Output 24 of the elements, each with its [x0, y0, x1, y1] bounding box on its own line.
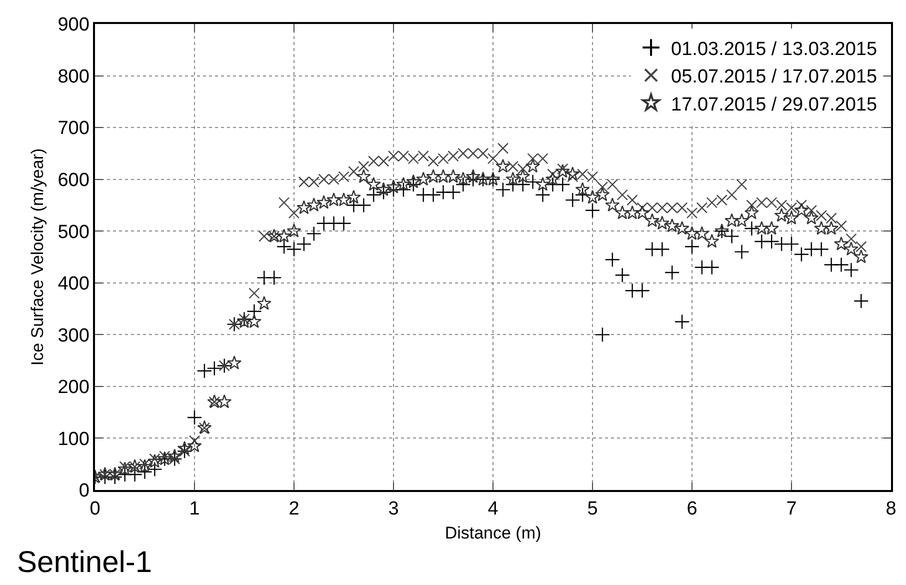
- x-tick-label: 5: [587, 498, 598, 520]
- text: Sentinel-1: [17, 546, 152, 579]
- y-tick-label: 700: [58, 118, 90, 140]
- x-tick-label: 2: [288, 498, 300, 520]
- legend-label: 05.07.2015 / 17.07.2015: [671, 66, 878, 88]
- x-axis-title: Distance (m): [444, 523, 542, 542]
- y-tick-label: 500: [58, 222, 90, 243]
- y-tick-label: 200: [58, 377, 90, 398]
- legend-label: 01.03.2015 / 13.03.2015: [671, 38, 878, 60]
- y-tick-label: 300: [58, 325, 90, 346]
- y-tick-label: 900: [58, 14, 90, 36]
- y-tick-label: 100: [58, 428, 90, 450]
- x-tick-label: 1: [189, 498, 200, 520]
- y-tick-label: 800: [58, 66, 90, 88]
- x-tick-label: 7: [786, 498, 797, 520]
- legend-label: 17.07.2015 / 29.07.2015: [671, 94, 878, 116]
- y-tick-label: 400: [58, 274, 90, 295]
- y-axis-title: Ice Surface Velocity (m/year): [28, 148, 47, 366]
- y-tick-label: 600: [58, 170, 90, 191]
- x-tick-label: 8: [886, 498, 896, 520]
- x-tick-label: 3: [388, 498, 399, 520]
- y-tick-label: 0: [78, 480, 90, 502]
- x-tick-label: 6: [686, 498, 698, 520]
- x-tick-label: 4: [488, 498, 499, 520]
